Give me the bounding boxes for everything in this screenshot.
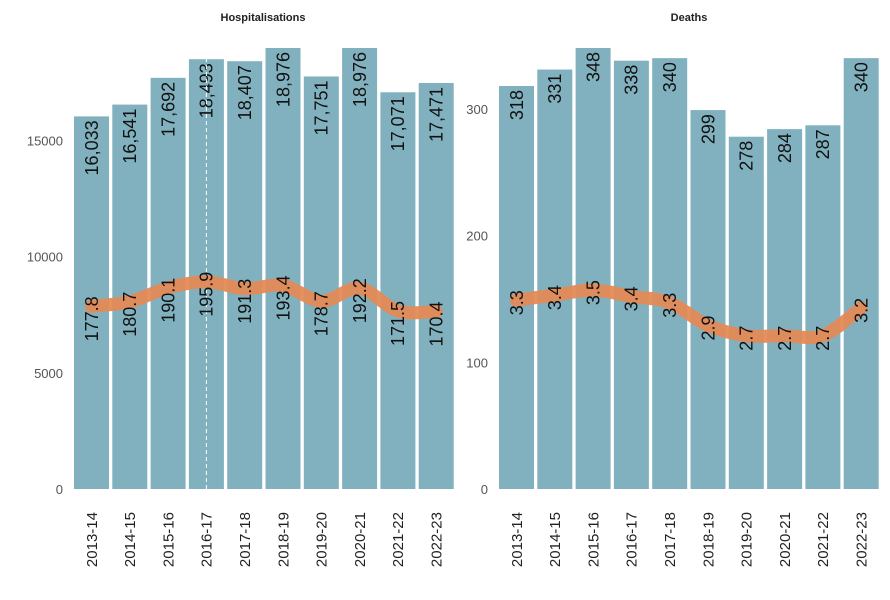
bar: [843, 58, 879, 489]
bar-value-label: 18,407: [235, 65, 255, 120]
bar-value-label: 18,493: [197, 63, 217, 118]
bar-value-label: 17,471: [427, 87, 447, 142]
rate-label: 190.1: [158, 278, 178, 323]
x-tick-label: 2022-23: [853, 512, 870, 567]
bar: [342, 48, 378, 489]
rate-label: 192.2: [350, 278, 370, 323]
bar-value-label: 17,071: [388, 96, 408, 151]
rate-label: 3.2: [852, 298, 872, 323]
y-tick-label: 15000: [27, 133, 63, 148]
rate-label: 3.4: [545, 285, 565, 310]
bar-value-label: 348: [583, 52, 603, 82]
deaths-plot: 0 100 200 300 318 2013-14 331 2014-15 348 2015-16…: [466, 48, 879, 567]
x-tick-label: 2019-20: [739, 512, 756, 567]
y-tick-label: 0: [481, 482, 488, 497]
x-tick-label: 2016-17: [624, 512, 641, 567]
bar-value-label: 284: [775, 133, 795, 163]
y-tick-label: 0: [56, 482, 63, 497]
x-tick-label: 2022-23: [428, 512, 445, 567]
bar: [499, 86, 534, 489]
y-tick-label: 200: [466, 229, 488, 244]
y-tick-label: 300: [466, 102, 488, 117]
rate-label: 171.5: [388, 301, 408, 346]
x-tick-label: 2015-16: [160, 512, 177, 567]
bar-value-label: 17,692: [158, 82, 178, 137]
bar: [805, 125, 841, 489]
bar: [690, 110, 726, 490]
bar: [575, 48, 611, 489]
x-tick-label: 2021-22: [390, 512, 407, 567]
x-tick-label: 2020-21: [777, 512, 794, 567]
x-tick-label: 2015-16: [585, 512, 602, 567]
rate-label: 195.9: [197, 272, 217, 317]
bar-value-label: 318: [507, 90, 527, 120]
x-tick-label: 2018-19: [275, 512, 292, 567]
bar-value-label: 16,033: [82, 120, 102, 175]
bar-value-label: 18,976: [350, 52, 370, 107]
bar-value-label: 331: [545, 74, 565, 104]
y-tick-label: 100: [466, 355, 488, 370]
rate-label: 2.7: [737, 326, 757, 351]
bar: [728, 136, 764, 489]
rate-label: 177.8: [82, 296, 102, 341]
bar-value-label: 18,976: [273, 52, 293, 107]
hospitalisations-plot: 0 5000 10000 15000 16,033 2013-14 16,541 2014-1…: [27, 44, 454, 567]
rate-label: 3.3: [660, 293, 680, 318]
bar: [265, 48, 301, 489]
x-tick-label: 2018-19: [700, 512, 717, 567]
rate-label: 3.4: [622, 286, 642, 311]
bar: [418, 82, 454, 490]
rate-label: 180.7: [120, 292, 140, 337]
bar: [303, 76, 339, 489]
bar: [380, 92, 416, 489]
x-tick-label: 2014-15: [547, 512, 564, 567]
rate-label: 2.9: [698, 316, 718, 341]
rate-label: 3.3: [507, 290, 527, 315]
x-tick-label: 2017-18: [662, 512, 679, 567]
x-tick-label: 2021-22: [815, 512, 832, 567]
rate-label: 170.4: [427, 301, 447, 346]
x-tick-label: 2020-21: [352, 512, 369, 567]
rate-line: [510, 283, 868, 345]
x-tick-label: 2019-20: [314, 512, 331, 567]
bar: [227, 61, 263, 490]
rate-label: 178.7: [312, 291, 332, 336]
rate-label: 2.7: [813, 326, 833, 351]
bar-value-label: 338: [622, 65, 642, 95]
x-tick-label: 2013-14: [84, 512, 101, 567]
bar-value-label: 340: [852, 62, 872, 92]
panel-title-deaths: Deaths: [671, 12, 708, 24]
y-tick-label: 5000: [34, 366, 63, 381]
bar: [537, 69, 573, 490]
x-tick-label: 2013-14: [509, 512, 526, 567]
rate-label: 193.4: [273, 275, 293, 320]
rate-label: 191.3: [235, 279, 255, 324]
bar: [767, 129, 803, 489]
x-tick-label: 2016-17: [199, 512, 216, 567]
panel-title-hospitalisations: Hospitalisations: [221, 12, 306, 24]
bar-value-label: 16,541: [120, 109, 140, 164]
rate-line: [85, 275, 443, 320]
bar: [613, 60, 649, 489]
bar-value-label: 278: [737, 141, 757, 171]
bar-value-label: 299: [698, 114, 718, 144]
bar: [652, 58, 688, 489]
x-tick-label: 2014-15: [122, 512, 139, 567]
bar-value-label: 287: [813, 129, 833, 159]
x-tick-label: 2017-18: [237, 512, 254, 567]
y-tick-label: 10000: [27, 250, 63, 265]
bar-value-label: 17,751: [312, 80, 332, 135]
rate-label: 3.5: [583, 280, 603, 305]
bar-value-label: 340: [660, 62, 680, 92]
rate-label: 2.7: [775, 326, 795, 351]
